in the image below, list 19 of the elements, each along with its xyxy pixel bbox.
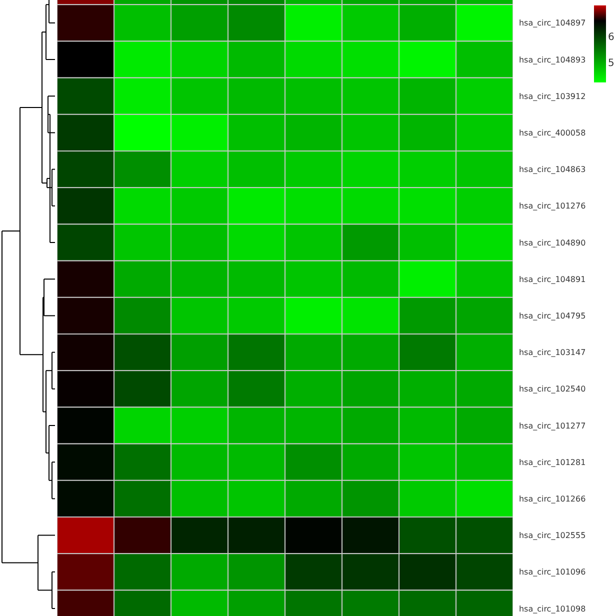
y-tick-label: hsa_circ_103147 (519, 348, 586, 357)
y-tick-label: hsa_circ_101096 (519, 567, 586, 576)
y-tick-label: hsa_circ_101098 (519, 604, 586, 613)
y-tick-label: hsa_circ_103912 (519, 92, 586, 101)
y-tick-label: hsa_circ_104795 (519, 311, 586, 320)
y-tick-label: hsa_circ_104863 (519, 164, 586, 174)
y-tick-label: hsa_circ_104893 (519, 54, 586, 64)
color-bar-label: 5 (608, 57, 614, 68)
color-bar-label: 6 (608, 32, 614, 43)
y-tick-label: hsa_circ_101266 (519, 494, 586, 504)
y-tick-label: hsa_circ_104891 (519, 274, 586, 284)
y-tick-label: hsa_circ_102540 (519, 384, 586, 394)
y-tick-label: hsa_circ_101281 (519, 458, 586, 467)
y-tick-label: hsa_circ_104890 (519, 238, 586, 247)
y-tick-label: hsa_circ_400058 (519, 128, 586, 138)
y-tick-label: hsa_circ_101276 (519, 201, 586, 210)
y-tick-label: hsa_circ_101277 (519, 420, 586, 430)
y-tick-label: hsa_circ_102555 (519, 530, 586, 540)
y-tick-label: hsa_circ_104897 (519, 18, 586, 28)
